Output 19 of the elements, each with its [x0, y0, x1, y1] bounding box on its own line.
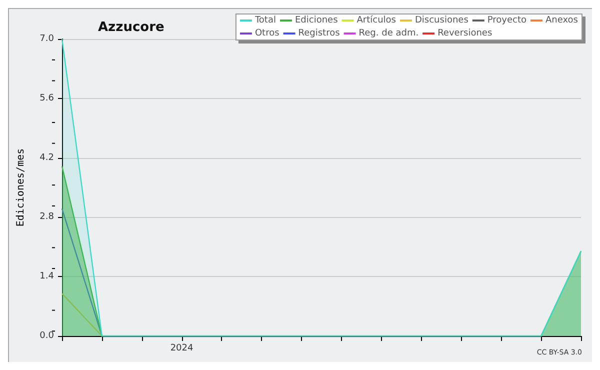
legend-label: Ediciones — [294, 16, 338, 26]
y-tick-label: 2.8 — [40, 212, 54, 222]
y-tick-label: 5.6 — [40, 93, 54, 104]
x-tick-label: 2024 — [170, 344, 194, 354]
y-tick-label: 0.0 — [40, 331, 54, 341]
legend-label: Total — [254, 16, 276, 26]
legend-label: Registros — [298, 28, 340, 38]
y-tick-label: 4.2 — [40, 152, 54, 163]
legend-label: Artículos — [356, 14, 396, 26]
legend-label: Reg. de adm. — [358, 28, 419, 38]
legend-label: Reversiones — [438, 28, 492, 38]
chart-title: Azzucore — [98, 20, 164, 35]
legend-label: Discusiones — [414, 16, 469, 26]
legend-label: Proyecto — [487, 16, 528, 26]
y-tick-label: 7.0 — [40, 34, 54, 44]
legend-label: Otros — [254, 28, 280, 38]
y-tick-label: 1.4 — [40, 272, 54, 282]
y-axis-title: Ediciones/mes — [16, 148, 26, 227]
legend-label: Anexos — [546, 16, 578, 26]
